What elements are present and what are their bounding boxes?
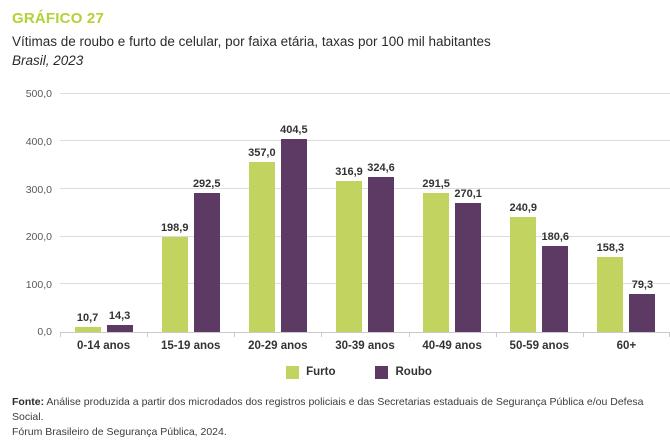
bar-value-label: 357,0: [248, 146, 276, 159]
x-axis-tick: [408, 332, 410, 337]
bar-roubo: 292,5: [193, 178, 220, 332]
y-tick-label: 100,0: [25, 278, 52, 291]
bar-value-label: 292,5: [192, 177, 221, 190]
y-tick-label: 400,0: [25, 135, 52, 148]
x-axis-tick: [321, 332, 323, 337]
gridline: [60, 188, 670, 190]
bar-roubo: 180,6: [542, 231, 569, 332]
legend-swatch-icon: [375, 365, 389, 379]
source-line1: Análise produzida a partir dos microdado…: [12, 395, 644, 424]
bar-furto: 10,7: [74, 312, 101, 332]
bar-value-label: 240,9: [509, 202, 538, 215]
chart-number-kicker: GRÁFICO 27: [12, 10, 105, 27]
x-category-label: 30-39 anos: [335, 339, 395, 352]
gridline: [60, 140, 670, 142]
bar-value-label: 180,6: [541, 230, 570, 243]
bar-group: 357,0 404,5: [234, 94, 321, 332]
chart-title: Vítimas de roubo e furto de celular, por…: [12, 34, 491, 49]
bar-group: 291,5 270,1: [409, 94, 496, 332]
bar-value-label: 79,3: [631, 279, 654, 292]
gridline: [60, 235, 670, 237]
bar-value-label: 14,3: [108, 310, 131, 323]
bar-furto: 291,5: [422, 178, 450, 332]
bar-group: 10,7 14,3: [60, 94, 147, 332]
bar-roubo: 79,3: [629, 279, 656, 332]
bar-chart: 0,0 100,0 200,0 300,0 400,0 500,0 10,7 14,3 198,…: [12, 88, 670, 338]
bar-group: 158,3 79,3: [583, 94, 670, 332]
y-tick-label: 300,0: [25, 183, 52, 196]
x-category-label: 0-14 anos: [77, 339, 131, 352]
x-category-label: 15-19 anos: [160, 339, 221, 352]
bar-value-label: 316,9: [335, 166, 363, 179]
bar-roubo: 404,5: [280, 124, 308, 332]
y-tick-label: 200,0: [25, 231, 52, 244]
bar-group: 316,9 324,6: [321, 94, 408, 332]
legend-label: Furto: [306, 366, 336, 379]
bar-furto: 240,9: [510, 202, 537, 332]
bar-furto: 316,9: [335, 166, 363, 332]
bar-value-label: 270,1: [454, 188, 482, 201]
gridline: [60, 92, 670, 94]
x-axis-tick: [147, 332, 149, 337]
x-axis-tick: [495, 332, 497, 337]
bar-value-label: 158,3: [596, 241, 625, 254]
bar-value-label: 198,9: [160, 222, 189, 235]
x-axis-tick: [582, 332, 584, 337]
bar-furto: 357,0: [248, 147, 276, 332]
legend-swatch-icon: [286, 365, 300, 379]
x-category-label: 50-59 anos: [509, 339, 569, 352]
bar-group: 240,9 180,6: [496, 94, 583, 332]
x-axis-labels: 0-14 anos 15-19 anos 20-29 anos 30-39 anos 4…: [12, 340, 670, 352]
x-axis-tick: [60, 332, 61, 337]
bar-value-label: 10,7: [76, 311, 99, 324]
bar-roubo: 270,1: [454, 188, 482, 332]
y-tick-label: 500,0: [25, 88, 52, 101]
bar-value-label: 324,6: [367, 162, 395, 175]
y-tick-label: 0,0: [37, 326, 52, 339]
bar-value-label: 291,5: [422, 178, 450, 191]
x-category-label: 40-49 anos: [422, 339, 482, 352]
gridline: [60, 283, 670, 285]
source-line2: Fórum Brasileiro de Segurança Pública, 2…: [12, 426, 227, 439]
x-category-label: 60+: [616, 339, 637, 352]
bar-furto: 158,3: [597, 242, 624, 332]
legend-item-roubo: Roubo: [375, 365, 432, 379]
bar-group: 198,9 292,5: [147, 94, 234, 332]
bar-roubo: 324,6: [367, 162, 395, 332]
bar-value-label: 404,5: [280, 124, 308, 137]
source-note: Fonte: Análise produzida a partir dos mi…: [12, 395, 658, 441]
plot-area: 0,0 100,0 200,0 300,0 400,0 500,0 10,7 14,3 198,…: [26, 88, 670, 338]
x-axis-tick: [234, 332, 236, 337]
legend-label: Roubo: [395, 366, 432, 379]
legend-item-furto: Furto: [286, 365, 336, 379]
x-category-label: 20-29 anos: [248, 339, 308, 352]
bar-groups: 10,7 14,3 198,9 292,5 357,0 404,5 316,9 324,6 29…: [60, 94, 670, 332]
bar-roubo: 14,3: [106, 310, 133, 332]
bar-furto: 198,9: [161, 222, 188, 332]
legend: Furto Roubo: [12, 365, 658, 379]
chart-subtitle: Brasil, 2023: [12, 52, 84, 68]
source-label: Fonte:: [12, 395, 45, 408]
